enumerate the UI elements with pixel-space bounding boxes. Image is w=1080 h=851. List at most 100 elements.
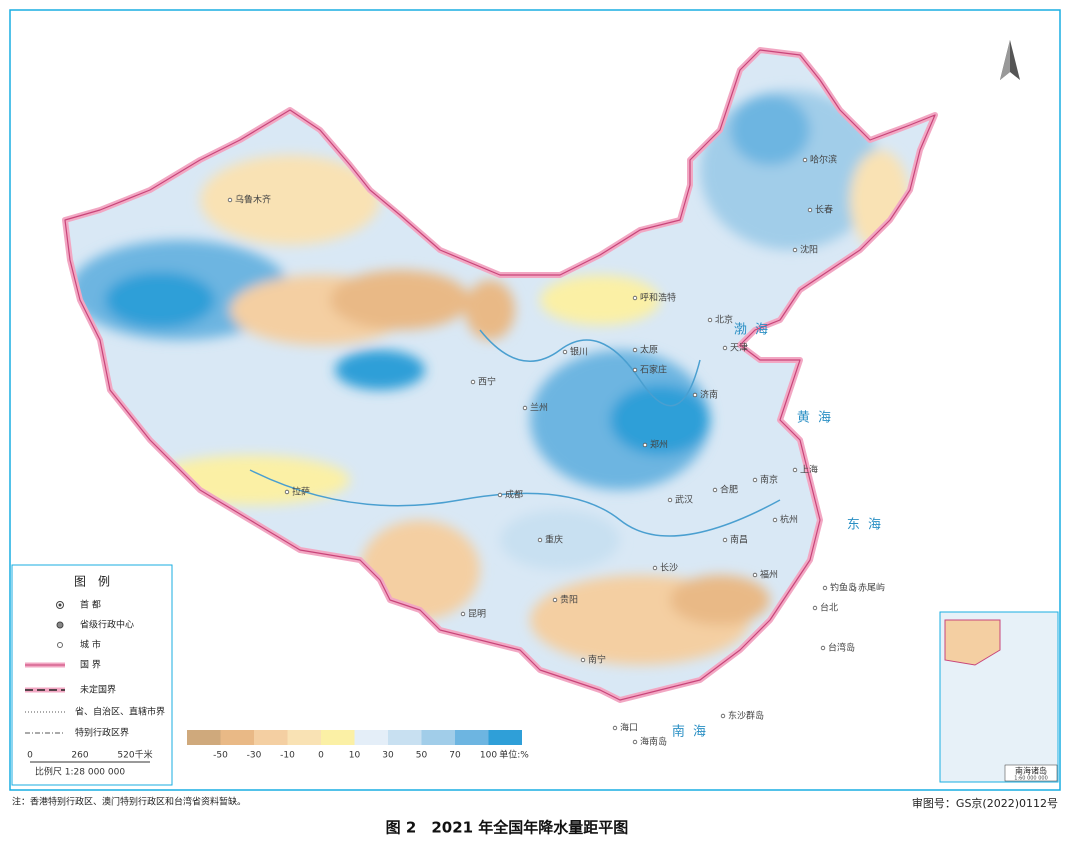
- city-marker: [707, 317, 713, 323]
- place-label: 长春: [815, 204, 833, 216]
- city-marker: [642, 442, 648, 448]
- color-scale-label: 100: [480, 751, 497, 761]
- city-marker: [552, 597, 558, 603]
- sea-label: 东 海: [847, 518, 883, 533]
- city-marker: [722, 537, 728, 543]
- color-swatch: [220, 730, 254, 745]
- city-marker: [522, 405, 528, 411]
- place-label: 武汉: [675, 494, 693, 506]
- city-marker: [807, 207, 813, 213]
- city-marker: [802, 157, 808, 163]
- legend: 图 例 首 都 省级行政中心 城 市 国 界 未定国界 省、自治区、直辖市界 特…: [11, 564, 173, 786]
- approval-number: 审图号：GS京(2022)0112号: [912, 796, 1058, 810]
- color-scale-label: -10: [280, 751, 295, 761]
- legend-item: 城 市: [80, 639, 101, 651]
- place-label: 东沙群岛: [728, 710, 764, 722]
- scale-bar-label: 0: [27, 751, 33, 761]
- place-label: 钓鱼岛: [830, 582, 857, 594]
- city-marker: [632, 347, 638, 353]
- color-scale-label: 0: [318, 751, 324, 761]
- place-label: 海口: [620, 722, 638, 734]
- place-label: 乌鲁木齐: [235, 194, 271, 206]
- color-scale-label: 50: [416, 751, 428, 761]
- city-marker: [612, 725, 618, 731]
- place-label: 贵阳: [560, 594, 578, 606]
- legend-item: 首 都: [80, 599, 101, 611]
- capital-symbol: [56, 601, 64, 609]
- color-swatch: [321, 730, 355, 745]
- place-label: 南京: [760, 474, 778, 486]
- city-marker: [632, 367, 638, 373]
- city-marker: [822, 585, 828, 591]
- color-swatch: [354, 730, 388, 745]
- place-label: 西宁: [478, 376, 496, 388]
- place-label: 重庆: [545, 534, 563, 546]
- color-swatch: [187, 730, 221, 745]
- place-label: 海南岛: [640, 736, 667, 748]
- legend-item: 国 界: [80, 660, 101, 671]
- city-marker: [652, 565, 658, 571]
- color-swatch: [421, 730, 455, 745]
- place-label: 郑州: [650, 439, 668, 451]
- national-border: [64, 49, 936, 701]
- legend-item: 省级行政中心: [80, 619, 134, 631]
- scale-text: 比例尺 1:28 000 000: [35, 766, 125, 778]
- place-label: 银川: [570, 346, 588, 358]
- city-marker: [752, 572, 758, 578]
- place-label: 昆明: [468, 609, 486, 620]
- province-center-symbol: [56, 621, 64, 629]
- city-marker: [284, 489, 290, 495]
- place-label: 呼和浩特: [640, 292, 676, 304]
- color-scale-label: 70: [449, 751, 461, 761]
- city-marker: [562, 349, 568, 355]
- city-marker: [580, 657, 586, 663]
- place-label: 南宁: [588, 654, 606, 666]
- figure-title: 图 2 2021 年全国年降水量距平图: [386, 819, 629, 837]
- city-marker: [460, 611, 466, 617]
- city-marker: [632, 295, 638, 301]
- color-scale-label: 10: [349, 751, 361, 761]
- city-marker: [752, 477, 758, 483]
- inset-scale: 1:60 000 000: [1014, 776, 1048, 782]
- place-label: 成都: [505, 489, 523, 501]
- city-marker: [667, 497, 673, 503]
- color-swatch: [455, 730, 489, 745]
- place-label: 杭州: [780, 514, 798, 526]
- city-marker: [497, 492, 503, 498]
- city-marker: [227, 197, 233, 203]
- north-arrow: [1000, 40, 1020, 80]
- place-label: 天津: [730, 343, 748, 354]
- place-label: 赤尾屿: [858, 583, 885, 594]
- city-marker: [692, 392, 698, 398]
- scale-bar-label: 260: [71, 751, 88, 761]
- inset-title: 南海诸岛: [1015, 766, 1047, 776]
- color-swatch: [287, 730, 321, 745]
- place-label: 太原: [640, 344, 658, 356]
- city-symbol: [57, 642, 63, 648]
- place-label: 福州: [760, 569, 778, 581]
- inset-title-box: [1004, 764, 1058, 782]
- place-label: 济南: [700, 389, 718, 401]
- legend-title: 图 例: [74, 575, 110, 589]
- color-scale-unit: 单位:%: [499, 749, 529, 761]
- legend-item: 特别行政区界: [75, 727, 129, 739]
- city-marker: [792, 467, 798, 473]
- city-marker: [850, 585, 856, 591]
- color-scale: -50 -30 -10 0 10 30 50 70 100 单位:%: [187, 730, 529, 761]
- color-scale-label: -30: [247, 751, 262, 761]
- capital-symbol-dot: [58, 603, 62, 607]
- sea-label: 渤 海: [734, 322, 770, 338]
- place-label: 长沙: [660, 562, 678, 574]
- city-marker: [470, 379, 476, 385]
- legend-box: [11, 564, 173, 786]
- city-marker: [722, 345, 728, 351]
- city-marker: [537, 537, 543, 543]
- place-label: 石家庄: [640, 364, 667, 376]
- color-swatch: [488, 730, 522, 745]
- note: 注：香港特别行政区、澳门特别行政区和台湾省资料暂缺。: [12, 796, 246, 808]
- color-swatch: [254, 730, 288, 745]
- city-marker: [812, 605, 818, 611]
